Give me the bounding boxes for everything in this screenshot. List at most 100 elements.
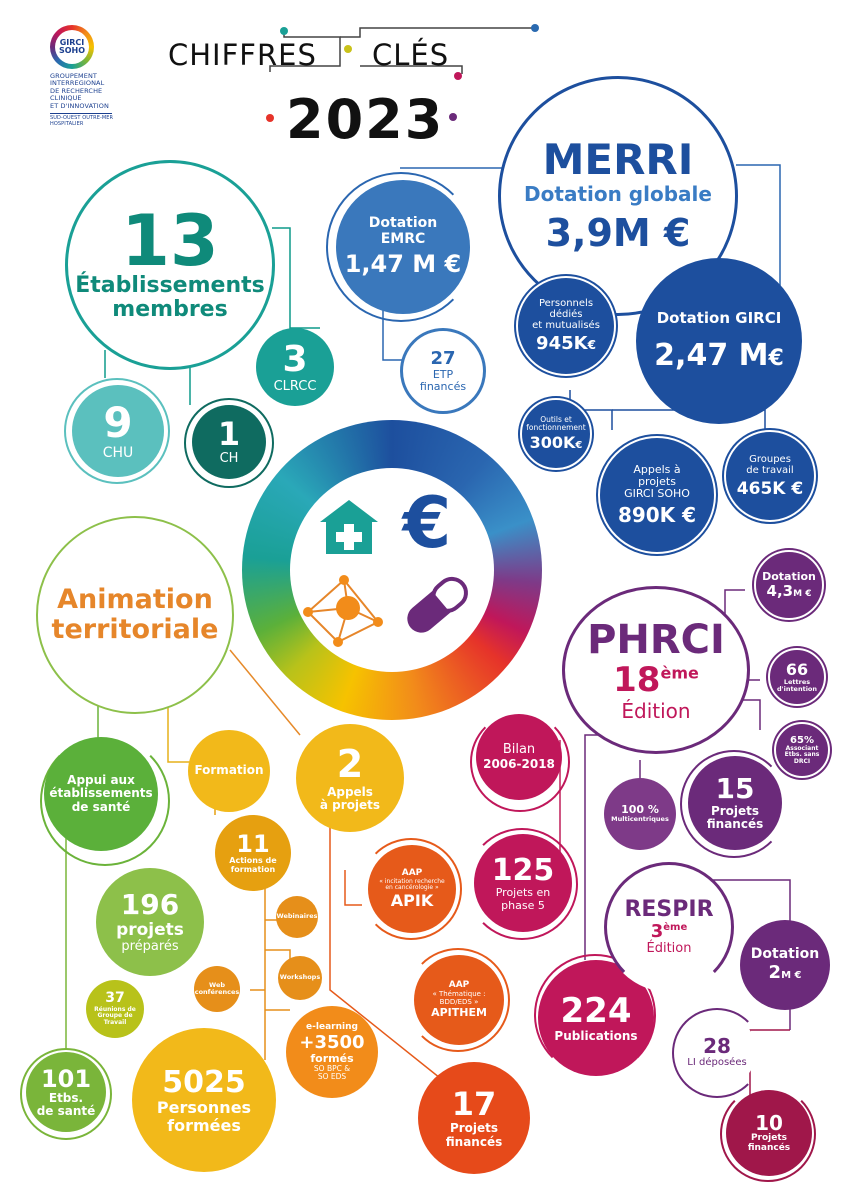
respir-circle: RESPIR 3ème Édition xyxy=(604,862,734,992)
pill-icon xyxy=(407,576,468,633)
header-dot xyxy=(531,24,539,32)
appui-label: établissements xyxy=(49,786,153,801)
respir-dotation-circle: Dotation 2M € xyxy=(740,920,830,1010)
lettres-intention-circle: 66 Lettres d'intention xyxy=(768,648,826,706)
chu-circle: 9 CHU xyxy=(72,385,164,477)
multicentriques-percent: 100 % xyxy=(621,803,659,817)
aap-girci-label: Appels à xyxy=(633,462,681,476)
elearning-label: formés xyxy=(310,1051,354,1065)
respir-projets-circle: 10 Projets financés xyxy=(726,1090,812,1176)
etablissements-circle: 13 Établissements membres xyxy=(65,160,275,370)
outils-label: fonctionnement xyxy=(526,423,586,433)
outils-circle: Outils et fonctionnement 300K€ xyxy=(520,398,592,470)
respir-dotation-value: 2 xyxy=(768,961,782,983)
phrci-title: PHRCI xyxy=(587,617,725,664)
apithem-title: AAP xyxy=(448,980,470,991)
phase5-label: phase 5 xyxy=(501,898,545,912)
projets-finances-anim-circle: 17 Projets financés xyxy=(418,1062,530,1174)
phrci-projets-count: 15 xyxy=(715,772,755,806)
etbs-circle: 101 Etbs. de santé xyxy=(26,1052,106,1132)
respir-projets-ring xyxy=(720,1086,816,1182)
phrci-dotation-value: 4,3 xyxy=(766,581,794,600)
reunions-count: 37 xyxy=(105,990,125,1007)
projets-finances-anim-label: Projets xyxy=(449,1121,499,1136)
phrci-edition-number: 18 xyxy=(613,660,661,701)
phrci-dotation-label: Dotation xyxy=(762,569,816,583)
etp-label: ETP xyxy=(432,367,454,381)
apithem-ring xyxy=(406,948,510,1052)
ch-circle: 1 CH xyxy=(192,405,266,479)
header-year: 2023 xyxy=(286,88,445,151)
groupes-label: Groupes xyxy=(749,453,791,465)
elearning-circle: e-learning +3500 formés SO BPC & SO EDS xyxy=(286,1006,378,1098)
appels-count: 2 xyxy=(336,741,364,786)
network-icon xyxy=(303,575,383,647)
header-dot xyxy=(449,113,457,121)
aap-girci-label: GIRCI SOHO xyxy=(624,487,690,501)
appels-label: à projets xyxy=(319,797,381,812)
girci-euro: € xyxy=(768,345,784,371)
etablissements-label: membres xyxy=(112,297,228,323)
personnes-formees-label: formées xyxy=(167,1115,241,1135)
lettres-intention-count: 66 xyxy=(785,660,809,680)
apik-name: APIK xyxy=(390,890,434,910)
etbs-label: Etbs. xyxy=(48,1091,84,1105)
personnes-formees-label: Personnes xyxy=(156,1097,252,1117)
associant-circle: 65% Associant Etbs. sans DRCI xyxy=(774,722,830,778)
center-wheel xyxy=(242,420,542,720)
li-deposees-label: LI déposées xyxy=(687,1056,747,1068)
apithem-name: APITHEM xyxy=(431,1005,487,1019)
personnels-label: Personnels xyxy=(538,298,594,310)
publications-label: Publications xyxy=(554,1029,638,1044)
appels-circle: 2 Appels à projets xyxy=(296,724,404,832)
girci-value: 2,47 M xyxy=(654,337,769,373)
phase5-ring xyxy=(466,828,578,940)
publications-ring xyxy=(534,954,656,1076)
personnes-formees-circle: 5025 Personnes formées xyxy=(132,1028,276,1172)
respir-edition-label: Édition xyxy=(646,940,692,956)
phrci-dotation-circle: Dotation 4,3M € xyxy=(754,550,824,620)
phase5-label: Projets en xyxy=(495,886,551,900)
publications-count: 224 xyxy=(560,990,632,1031)
phrci-circle: PHRCI 18ème Édition xyxy=(562,586,750,754)
projets-prepares-count: 196 xyxy=(120,888,180,922)
multicentriques-circle: 100 % Multicentriques xyxy=(604,778,676,850)
actions-label: Actions de xyxy=(229,856,277,866)
girci-label: Dotation GIRCI xyxy=(656,309,782,328)
animation-title: Animation xyxy=(57,584,213,616)
projets-finances-anim-count: 17 xyxy=(451,1085,497,1124)
projets-prepares-label: préparés xyxy=(121,938,179,954)
emrc-value: 1,47 M € xyxy=(344,250,462,279)
etablissements-label: Établissements xyxy=(75,273,265,299)
clrcc-circle: 3 CLRCC xyxy=(256,328,334,406)
header-dot xyxy=(344,45,352,53)
outils-label: Outils et xyxy=(540,414,572,424)
lettres-intention-label: d'intention xyxy=(776,684,818,693)
associant-label: DRCI xyxy=(793,757,811,765)
respir-dotation-label: Dotation xyxy=(750,946,820,963)
apithem-subtitle: BDD/EDS » xyxy=(439,997,479,1006)
logo-line: DE RECHERCHE xyxy=(50,86,103,95)
phrci-edition-label: Édition xyxy=(621,698,691,723)
apik-ring xyxy=(360,838,462,940)
groupes-label: de travail xyxy=(746,464,794,476)
etp-circle: 27 ETP financés xyxy=(400,328,486,414)
personnels-label: et mutualisés xyxy=(532,320,600,332)
merri-subtitle: Dotation globale xyxy=(524,182,712,207)
phrci-dotation-unit: M € xyxy=(793,588,812,599)
groupes-circle: Groupes de travail 465K € xyxy=(724,430,816,522)
web-conferences-label: conférences xyxy=(194,988,240,996)
personnels-euro: € xyxy=(587,338,596,353)
header-word-cles: CLÉS xyxy=(372,38,450,72)
elearning-label: SO BPC & xyxy=(313,1063,351,1073)
etbs-label: de santé xyxy=(36,1104,96,1119)
elearning-label: SO EDS xyxy=(317,1071,347,1081)
reunions-label: Réunions de xyxy=(94,1005,136,1013)
logo-line: GROUPEMENT xyxy=(50,72,98,80)
girci-circle: Dotation GIRCI 2,47 M€ xyxy=(636,258,802,424)
outils-value: 300K xyxy=(529,433,576,453)
etp-label: financés xyxy=(419,379,467,393)
actions-circle: 11 Actions de formation xyxy=(215,815,291,891)
actions-count: 11 xyxy=(236,830,270,858)
logo-sub: SUD-OUEST OUTRE-MER xyxy=(50,115,114,122)
